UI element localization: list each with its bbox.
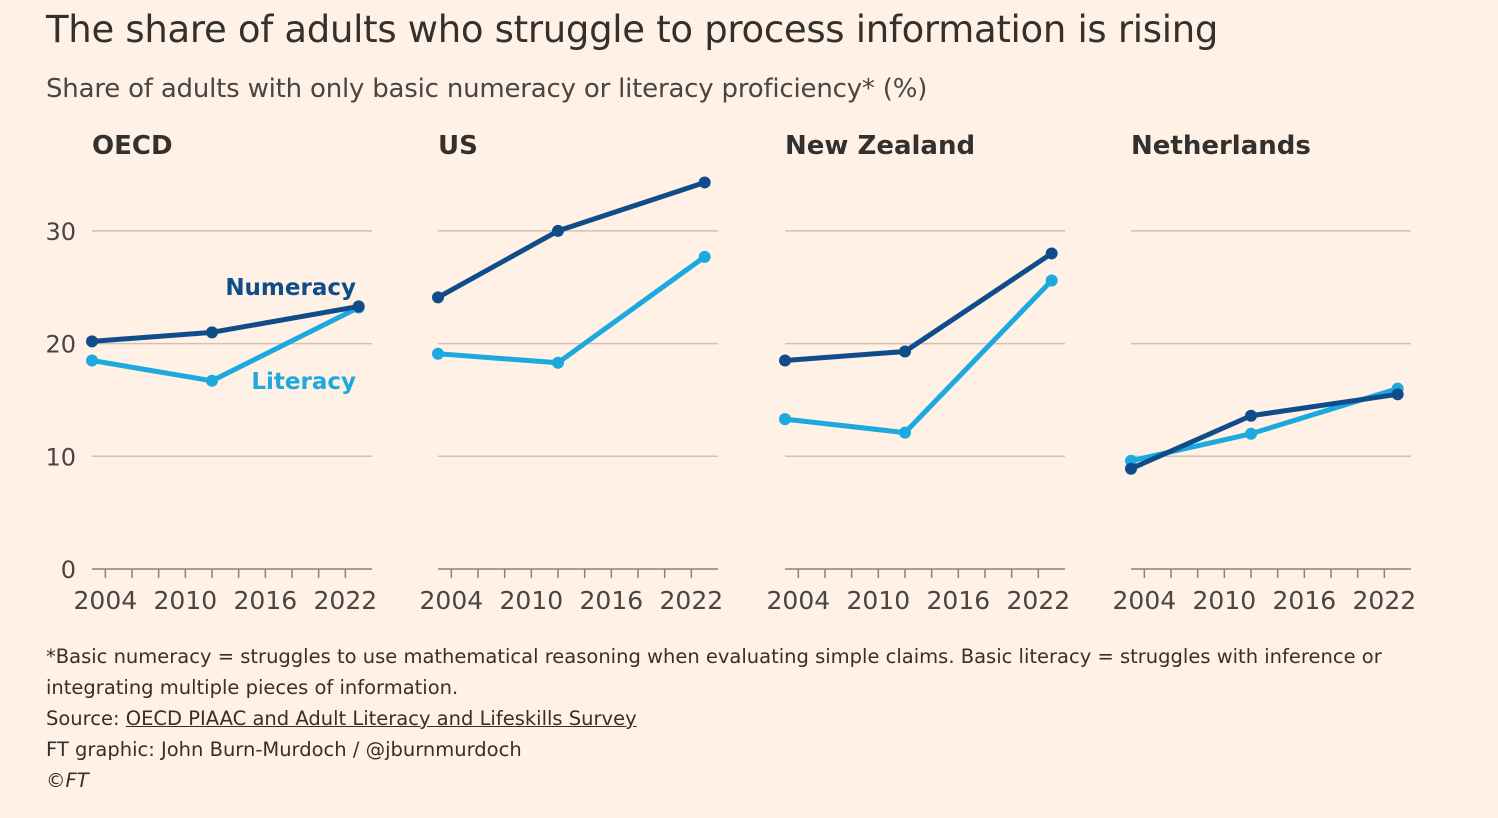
x-tick-label: 2004 (767, 586, 831, 615)
literacy-point (552, 356, 564, 369)
panel-title: OECD (92, 131, 173, 161)
literacy-point (86, 354, 98, 367)
y-tick-label: 10 (45, 443, 76, 471)
literacy-label: Literacy (251, 369, 356, 395)
source-link[interactable]: OECD PIAAC and Adult Literacy and Lifesk… (125, 707, 637, 730)
numeracy-point (86, 335, 98, 348)
literacy-point (432, 347, 444, 360)
x-tick-label: 2010 (847, 586, 911, 615)
numeracy-point (432, 291, 444, 304)
y-tick-label: 20 (45, 331, 76, 359)
numeracy-point (899, 345, 911, 358)
x-tick-label: 2016 (927, 586, 991, 615)
x-tick-label: 2010 (154, 586, 218, 615)
footnote: *Basic numeracy = struggles to use mathe… (46, 645, 1382, 699)
numeracy-point (1245, 409, 1257, 422)
panel-title: Netherlands (1131, 131, 1311, 161)
literacy-point (899, 426, 911, 439)
literacy-point (779, 413, 791, 426)
source-line: Source: OECD PIAAC and Adult Literacy an… (46, 703, 1406, 734)
numeracy-point (1125, 462, 1137, 475)
copyright: ©FT (46, 769, 89, 792)
literacy-point (1045, 274, 1058, 287)
footer: *Basic numeracy = struggles to use mathe… (46, 641, 1406, 796)
x-tick-label: 2022 (660, 586, 724, 615)
x-tick-label: 2004 (74, 586, 138, 615)
numeracy-point (1391, 388, 1404, 401)
x-tick-label: 2004 (420, 586, 484, 615)
numeracy-line (436, 180, 706, 300)
y-tick-label: 0 (61, 556, 76, 584)
x-tick-label: 2022 (1007, 586, 1071, 615)
numeracy-label: Numeracy (225, 275, 356, 301)
numeracy-point (779, 354, 791, 367)
numeracy-point (206, 326, 218, 339)
source-prefix: Source: (46, 707, 126, 730)
credit: FT graphic: John Burn-Murdoch / @jburnmu… (46, 738, 522, 761)
x-tick-label: 2010 (1193, 586, 1257, 615)
numeracy-line (91, 303, 360, 344)
literacy-point (206, 374, 218, 387)
numeracy-point (552, 224, 564, 237)
numeracy-point (698, 176, 711, 189)
numeracy-point (352, 300, 365, 313)
literacy-point (698, 250, 711, 263)
panel-title: US (438, 131, 478, 161)
chart-subtitle: Share of adults with only basic numeracy… (46, 74, 928, 104)
x-tick-label: 2016 (234, 586, 298, 615)
x-tick-label: 2004 (1113, 586, 1177, 615)
numeracy-point (1045, 247, 1058, 260)
x-tick-label: 2022 (314, 586, 378, 615)
panel-title: New Zealand (785, 131, 975, 161)
x-tick-label: 2022 (1353, 586, 1417, 615)
x-tick-label: 2010 (500, 586, 564, 615)
x-tick-label: 2016 (580, 586, 644, 615)
y-tick-label: 30 (45, 218, 76, 246)
x-tick-label: 2016 (1273, 586, 1337, 615)
chart-title: The share of adults who struggle to proc… (46, 8, 1219, 51)
numeracy-line (784, 251, 1054, 363)
literacy-point (1245, 427, 1257, 440)
